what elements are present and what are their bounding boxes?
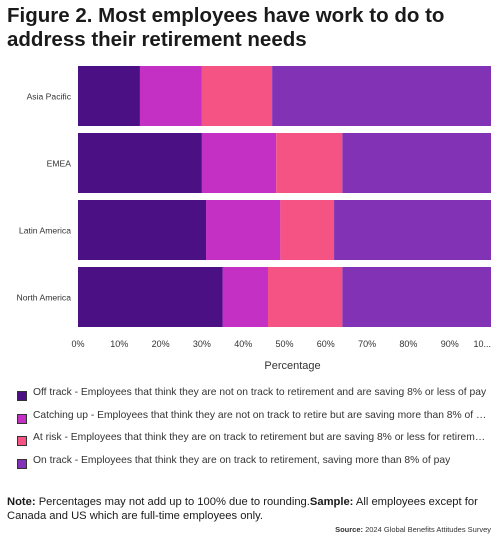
note-text: Percentages may not add up to 100% due t… — [35, 496, 310, 508]
bar-segment-0-2 — [201, 66, 273, 126]
source-label: Source: — [335, 525, 363, 534]
bar-segment-1-1 — [201, 133, 277, 193]
chart-source: Source: 2024 Global Benefits Attitudes S… — [335, 525, 491, 534]
x-tick-label: 40% — [234, 339, 252, 349]
bar-segment-1-3 — [342, 133, 491, 193]
sample-label: Sample: — [309, 496, 354, 508]
bar-segment-1-2 — [276, 133, 343, 193]
bar-segment-3-3 — [342, 267, 491, 327]
bar-segment-0-3 — [272, 66, 491, 126]
legend-item-on-track[interactable]: On track - Employees that think they are… — [17, 453, 487, 476]
x-tick-label: 70% — [358, 339, 376, 349]
x-tick-label: 30% — [193, 339, 211, 349]
bar-segment-2-1 — [206, 200, 281, 260]
legend-swatch-off-track — [17, 391, 27, 401]
legend-label-on-track: On track - Employees that think they are… — [33, 454, 451, 466]
bar-segment-3-2 — [267, 267, 343, 327]
bar-segment-2-2 — [280, 200, 335, 260]
x-tick-label: 20% — [152, 339, 170, 349]
x-tick-label: 50% — [275, 339, 293, 349]
bar-segment-3-1 — [222, 267, 268, 327]
bar-segment-0-1 — [139, 66, 202, 126]
x-tick-label: 0% — [71, 339, 84, 349]
legend-swatch-on-track — [17, 458, 27, 469]
legend-item-at-risk[interactable]: At risk - Employees that think they are … — [17, 430, 487, 453]
legend-item-catching-up[interactable]: Catching up - Employees that think they … — [17, 408, 487, 431]
source-text: 2024 Global Benefits Attitudes Survey — [363, 525, 491, 534]
x-axis-title: Percentage — [264, 360, 320, 372]
chart-legend: Off track - Employees that think they ar… — [17, 385, 487, 475]
category-label: Asia Pacific — [27, 92, 72, 102]
bar-segment-3-0 — [78, 267, 223, 327]
legend-item-off-track[interactable]: Off track - Employees that think they ar… — [17, 385, 487, 408]
bar-segment-2-3 — [334, 200, 491, 260]
category-label: EMEA — [47, 159, 72, 169]
category-label: North America — [17, 293, 72, 303]
x-tick-label: 90% — [441, 339, 459, 349]
legend-label-off-track: Off track - Employees that think they ar… — [33, 387, 487, 398]
chart-note: Note: Percentages may not add up to 100%… — [7, 495, 493, 523]
legend-label-at-risk: At risk - Employees that think they are … — [33, 432, 487, 443]
x-tick-label: 10... — [473, 339, 491, 349]
stacked-bar-chart: Asia Pacific EMEA Latin America North Ameri… — [17, 66, 491, 372]
sample-text: All employees except for Canada and US w… — [7, 496, 478, 522]
chart-title-line-2: address their retirement needs — [7, 28, 307, 51]
x-tick-label: 80% — [399, 339, 417, 349]
note-label: Note: — [7, 496, 36, 508]
chart-title: Figure 2. Most employees have work to do… — [7, 4, 493, 52]
x-tick-label: 10% — [110, 339, 128, 349]
bar-segment-1-0 — [78, 133, 202, 193]
bar-segment-0-0 — [78, 66, 140, 126]
x-tick-label: 60% — [317, 339, 335, 349]
chart-title-line-1: Figure 2. Most employees have work to do… — [7, 4, 445, 27]
legend-label-catching-up: Catching up - Employees that think they … — [33, 409, 487, 421]
legend-swatch-at-risk — [17, 436, 27, 446]
legend-swatch-catching-up — [17, 413, 27, 424]
bar-segment-2-0 — [78, 200, 207, 260]
category-label: Latin America — [19, 226, 71, 236]
